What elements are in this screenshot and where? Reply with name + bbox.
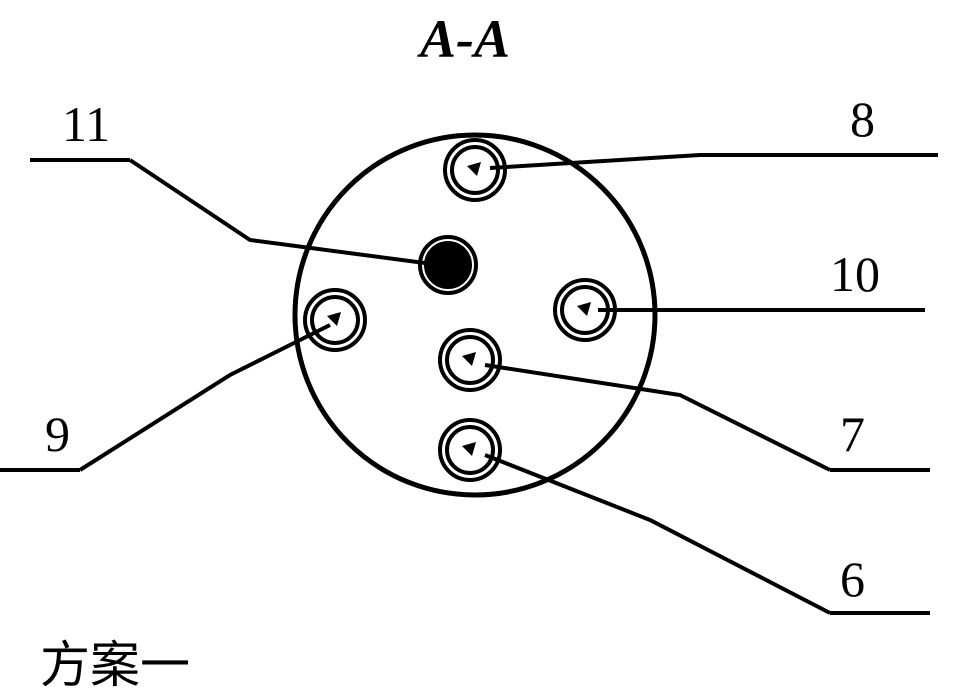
callout-7: 7 (840, 405, 865, 463)
callout-8: 8 (850, 90, 875, 148)
callout-11: 11 (62, 95, 110, 153)
diagram-canvas (0, 0, 955, 699)
callout-10: 10 (830, 245, 880, 303)
callout-6: 6 (840, 550, 865, 608)
callout-9: 9 (45, 405, 70, 463)
